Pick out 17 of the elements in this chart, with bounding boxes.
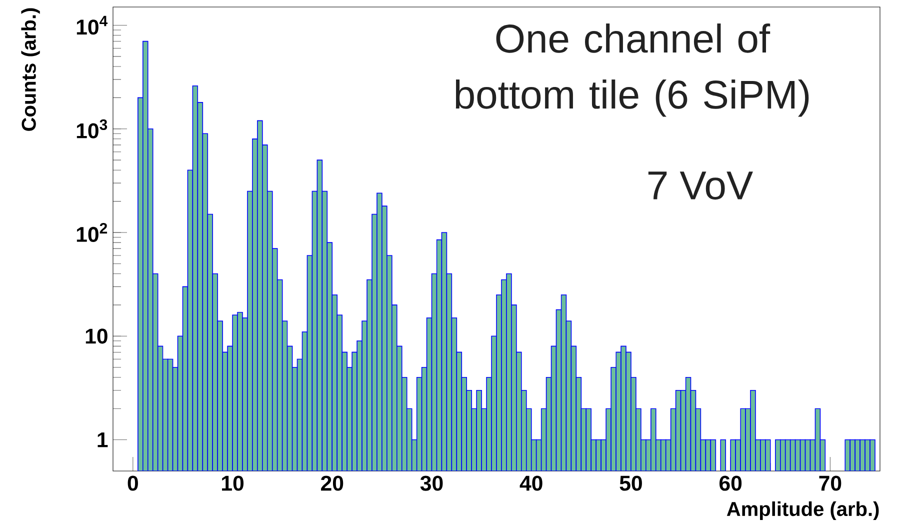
x-tick-label: 70 bbox=[819, 476, 842, 491]
y-tick-label: 10$^{3}$ bbox=[76, 119, 108, 138]
y-tick-label: 10$^{4}$ bbox=[76, 16, 108, 35]
x-tick-label: 20 bbox=[321, 476, 344, 491]
x-tick-label: 40 bbox=[520, 476, 542, 491]
x-tick-label: 30 bbox=[420, 476, 443, 491]
x-tick-label: 60 bbox=[719, 476, 742, 491]
y-axis-title: Counts (arb.) bbox=[21, 8, 40, 131]
x-tick-label: 10 bbox=[222, 476, 244, 491]
y-tick-label: 10$^{2}$ bbox=[76, 223, 108, 242]
y-tick-label: 10 bbox=[86, 328, 108, 344]
x-tick-label: 0 bbox=[128, 476, 138, 491]
annotation: One channel of bottom tile (6 SiPM) bbox=[456, 24, 809, 117]
x-axis-title: Amplitude (arb.) bbox=[726, 501, 879, 520]
x-tick-label: 50 bbox=[620, 476, 642, 491]
y-tick-label: 1 bbox=[98, 432, 108, 448]
annotation: 7 VoV bbox=[648, 172, 753, 200]
